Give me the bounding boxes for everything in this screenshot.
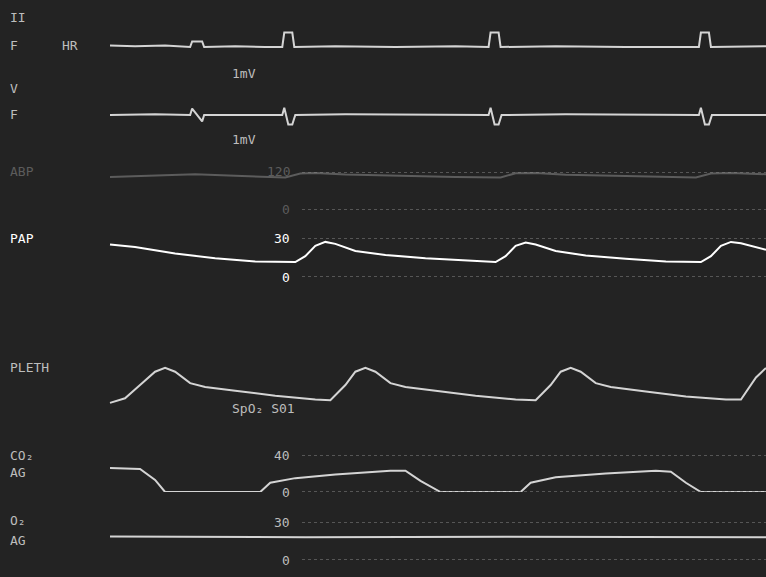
svg-text:30: 30 (274, 515, 290, 530)
svg-text:0: 0 (282, 485, 290, 500)
svg-text:1mV: 1mV (232, 66, 256, 81)
svg-text:30: 30 (274, 231, 290, 246)
svg-text:0: 0 (282, 202, 290, 217)
svg-text:AG: AG (10, 465, 26, 480)
svg-text:CO₂: CO₂ (10, 448, 33, 463)
svg-text:PAP: PAP (10, 231, 34, 246)
svg-text:120: 120 (267, 164, 290, 179)
svg-text:II: II (10, 10, 26, 25)
svg-text:ABP: ABP (10, 164, 34, 179)
svg-text:0: 0 (282, 553, 290, 568)
svg-text:F: F (10, 107, 18, 122)
svg-text:1mV: 1mV (232, 132, 256, 147)
svg-text:F: F (10, 38, 18, 53)
svg-text:V: V (10, 81, 18, 96)
svg-text:AG: AG (10, 533, 26, 548)
svg-text:HR: HR (62, 38, 78, 53)
svg-text:40: 40 (274, 448, 290, 463)
svg-text:SpO₂ S01: SpO₂ S01 (232, 401, 295, 416)
svg-text:O₂: O₂ (10, 513, 26, 528)
svg-text:0: 0 (282, 270, 290, 285)
svg-text:PLETH: PLETH (10, 360, 49, 375)
